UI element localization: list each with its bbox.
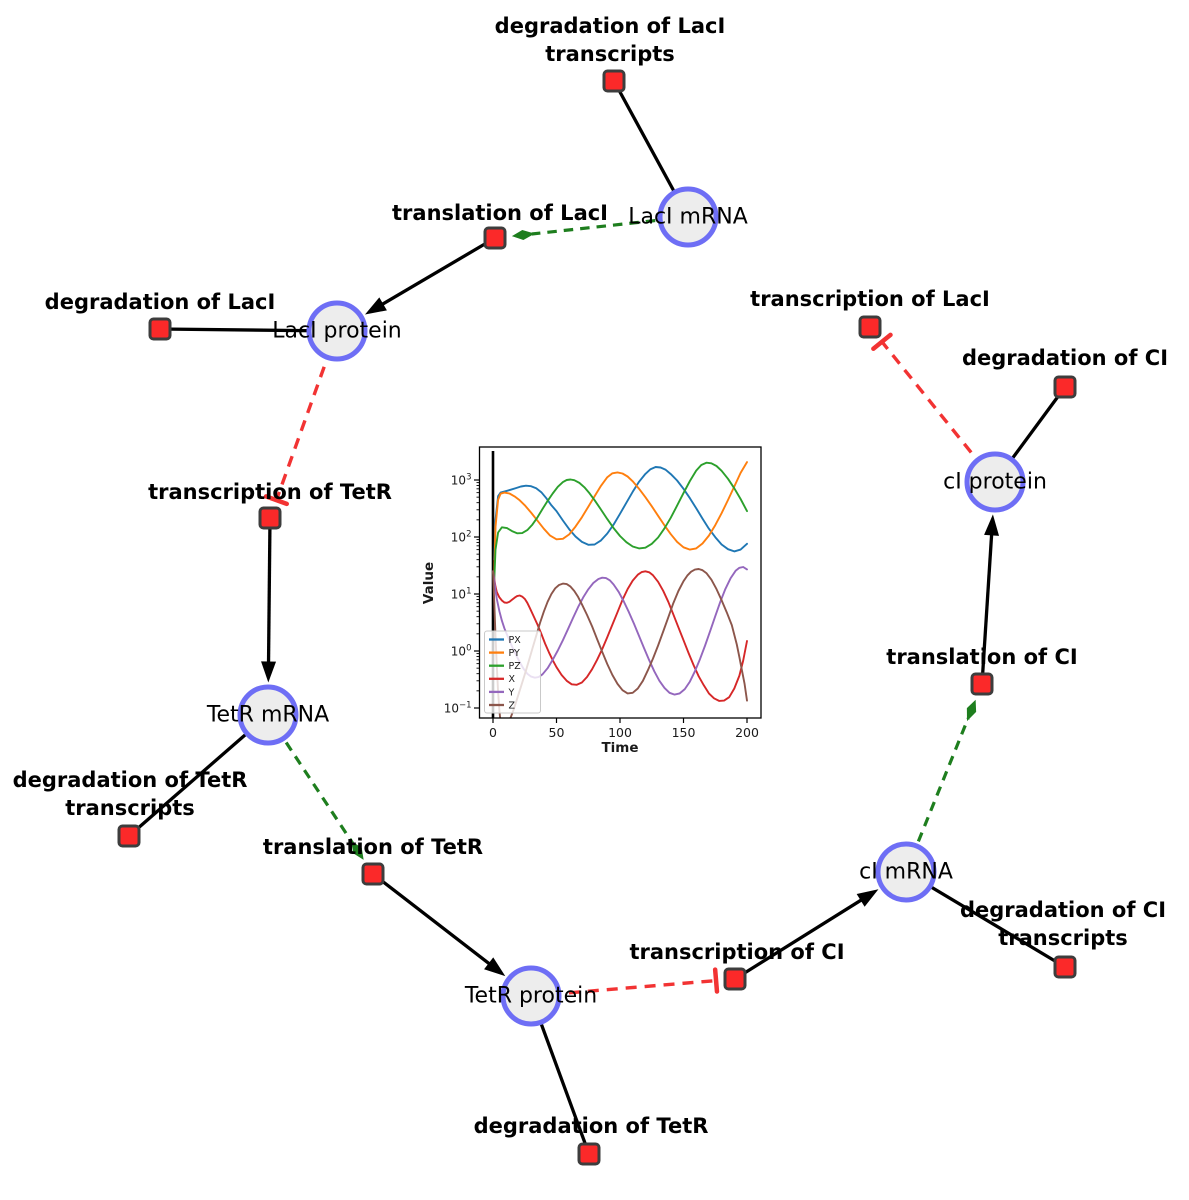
reaction-node-deg_laci[interactable]: [148, 317, 172, 341]
chart-ytick-1e3: 103: [451, 473, 472, 488]
species-node-ci_prot[interactable]: [964, 451, 1026, 513]
reaction-node-txn_laci[interactable]: [858, 315, 882, 339]
species-label-laci_mrna: LacI mRNA: [628, 204, 748, 230]
edge-laci_mrna-transl_laci: [511, 215, 689, 240]
chart-ytick-1e0: 100: [451, 644, 472, 659]
chart-legend-label-PZ: PZ: [509, 661, 522, 672]
species-node-laci_prot[interactable]: [306, 300, 368, 362]
reaction-node-deg_laci_tx[interactable]: [602, 69, 626, 93]
species-label-ci_prot: cI protein: [943, 469, 1047, 495]
reaction-label-txn_laci: transcription of LacI: [750, 287, 990, 311]
reaction-label-deg_tetr_tx: degradation of TetR: [12, 768, 248, 792]
chart-legend: PX PY PZ XYZ: [484, 630, 541, 714]
edge-txn_tetr-tetr_mrna: [261, 517, 277, 683]
chart-legend-label-X: X: [509, 674, 516, 685]
chart-xtick-100: 100: [608, 725, 632, 740]
species-node-tetr_mrna[interactable]: [237, 684, 299, 746]
chart-ytick-1e-1: 10−1: [444, 701, 472, 716]
chart-xtick-50: 50: [549, 725, 565, 740]
reaction-label-deg_laci: degradation of LacI: [44, 290, 276, 314]
reaction-node-txn_tetr[interactable]: [258, 506, 282, 530]
reaction-label-deg_ci_tx-line2: transcripts: [998, 926, 1128, 950]
species-node-laci_mrna[interactable]: [657, 186, 719, 248]
chart-series-PY: [493, 461, 748, 573]
reaction-label-deg_ci_tx: degradation of CI: [959, 898, 1167, 922]
reaction-label-txn_tetr: transcription of TetR: [148, 480, 392, 504]
chart-svg: 0 50 100 150 20010−1100101102103TimeValuePXP…: [421, 446, 762, 756]
reaction-label-deg_ci: degradation of CI: [961, 346, 1169, 370]
reaction-label-deg_laci_tx: degradation of LacI: [494, 14, 726, 38]
reaction-label-transl_ci: translation of CI: [886, 645, 1078, 669]
chart-legend-label-PX: PX: [509, 635, 522, 646]
reaction-node-deg_ci_tx[interactable]: [1053, 955, 1077, 979]
reaction-label-transl_laci: translation of LacI: [392, 201, 608, 225]
reaction-node-transl_laci[interactable]: [483, 226, 507, 250]
reaction-node-deg_tetr_tx[interactable]: [117, 824, 141, 848]
edge-transl_tetr-tetr_prot: [371, 872, 506, 977]
reaction-label-deg_tetr: degradation of TetR: [473, 1114, 709, 1138]
edge-ci_mrna-transl_ci: [904, 699, 977, 873]
chart-series-PZ: [493, 461, 748, 581]
edge-transl_ci-ci_prot: [980, 514, 1000, 685]
edge-txn_ci-ci_mrna: [734, 889, 879, 981]
chart-legend-label-PY: PY: [509, 648, 521, 659]
species-label-tetr_mrna: TetR mRNA: [206, 702, 330, 728]
inset-timeseries-chart: 0 50 100 150 200 10−1 100 101 102 103 Time Value PX P…: [420, 430, 800, 780]
reaction-label-txn_ci: transcription of CI: [629, 940, 845, 964]
chart-ylabel: Value: [421, 562, 437, 604]
species-node-ci_mrna[interactable]: [875, 841, 937, 903]
reaction-node-transl_tetr[interactable]: [361, 862, 385, 886]
chart-xtick-200: 200: [735, 725, 759, 740]
reaction-label-deg_laci_tx-line2: transcripts: [545, 42, 675, 66]
chart-ytick-1e1: 101: [451, 587, 472, 602]
chart-series-PX: [493, 466, 748, 561]
species-node-tetr_prot[interactable]: [500, 965, 562, 1027]
species-label-ci_mrna: cI mRNA: [859, 859, 953, 885]
edge-ci_mrna-deg_ci_tx: [905, 870, 1066, 969]
chart-xtick-150: 150: [672, 725, 696, 740]
reaction-node-transl_ci[interactable]: [970, 672, 994, 696]
reaction-node-deg_ci[interactable]: [1053, 375, 1077, 399]
chart-ytick-1e2: 102: [451, 530, 472, 545]
chart-legend-label-Z: Z: [509, 700, 516, 711]
chart-series-X: [492, 570, 748, 702]
reaction-node-txn_ci[interactable]: [723, 967, 747, 991]
reaction-label-deg_tetr_tx-line2: transcripts: [65, 796, 195, 820]
edge-transl_laci-laci_prot: [365, 236, 496, 315]
chart-xlabel: Time: [601, 740, 638, 756]
chart-legend-label-Y: Y: [508, 687, 515, 698]
reaction-node-deg_tetr[interactable]: [577, 1142, 601, 1166]
edge-tetr_prot-txn_ci: [530, 967, 720, 998]
species-label-tetr_prot: TetR protein: [464, 983, 598, 1009]
species-label-laci_prot: LacI protein: [272, 318, 402, 344]
reaction-label-transl_tetr: translation of TetR: [262, 835, 484, 859]
chart-xtick-0: 0: [489, 725, 497, 740]
